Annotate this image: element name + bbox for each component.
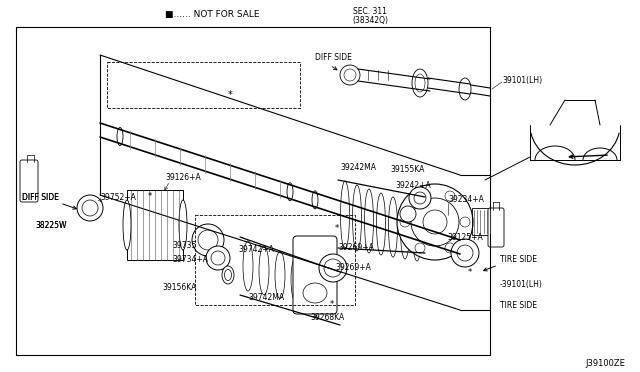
Text: 39269+A: 39269+A xyxy=(338,244,374,253)
Ellipse shape xyxy=(222,266,234,284)
Text: 39742+A: 39742+A xyxy=(238,246,274,254)
Text: DIFF SIDE: DIFF SIDE xyxy=(22,193,59,202)
Ellipse shape xyxy=(365,189,374,253)
Circle shape xyxy=(409,187,431,209)
FancyBboxPatch shape xyxy=(293,236,337,314)
Ellipse shape xyxy=(340,181,349,249)
Text: TIRE SIDE: TIRE SIDE xyxy=(500,256,537,264)
Text: 39126+A: 39126+A xyxy=(165,173,201,183)
Circle shape xyxy=(400,206,416,222)
FancyBboxPatch shape xyxy=(488,208,504,247)
Ellipse shape xyxy=(412,69,428,97)
Ellipse shape xyxy=(225,269,232,280)
Ellipse shape xyxy=(259,246,269,295)
Text: SEC. 311: SEC. 311 xyxy=(353,6,387,16)
Text: 38225W: 38225W xyxy=(35,221,67,230)
Circle shape xyxy=(192,224,224,256)
Text: 39752+A: 39752+A xyxy=(100,192,136,202)
Ellipse shape xyxy=(376,193,385,255)
Text: TIRE SIDE: TIRE SIDE xyxy=(500,301,537,310)
Circle shape xyxy=(344,69,356,81)
Circle shape xyxy=(415,191,425,201)
Text: *: * xyxy=(148,192,152,201)
Text: 39268KA: 39268KA xyxy=(310,314,344,323)
Ellipse shape xyxy=(307,262,317,306)
Circle shape xyxy=(445,191,455,201)
Ellipse shape xyxy=(123,200,131,250)
Ellipse shape xyxy=(287,183,293,201)
Circle shape xyxy=(460,217,470,227)
Ellipse shape xyxy=(275,251,285,298)
Circle shape xyxy=(415,243,425,253)
Text: 39735: 39735 xyxy=(172,241,196,250)
Circle shape xyxy=(400,217,410,227)
Circle shape xyxy=(198,230,218,250)
Circle shape xyxy=(324,259,342,277)
Ellipse shape xyxy=(179,200,187,250)
Circle shape xyxy=(414,192,426,204)
Ellipse shape xyxy=(415,74,425,92)
Text: -39101(LH): -39101(LH) xyxy=(500,280,543,289)
Circle shape xyxy=(445,243,455,253)
Ellipse shape xyxy=(291,257,301,302)
FancyBboxPatch shape xyxy=(20,160,38,202)
Text: ■...... NOT FOR SALE: ■...... NOT FOR SALE xyxy=(165,10,259,19)
Ellipse shape xyxy=(243,241,253,291)
Ellipse shape xyxy=(323,267,333,310)
Text: 39242+A: 39242+A xyxy=(395,180,431,189)
Circle shape xyxy=(423,210,447,234)
Ellipse shape xyxy=(312,191,318,209)
Text: (38342Q): (38342Q) xyxy=(352,16,388,26)
Ellipse shape xyxy=(303,283,327,303)
Circle shape xyxy=(411,198,459,246)
Text: 38225W: 38225W xyxy=(35,221,67,230)
Circle shape xyxy=(77,195,103,221)
Text: 39242MA: 39242MA xyxy=(340,164,376,173)
Text: *: * xyxy=(335,224,339,232)
Text: 39101(LH): 39101(LH) xyxy=(502,76,542,84)
Circle shape xyxy=(451,239,479,267)
Circle shape xyxy=(457,245,473,261)
Text: 39269+A: 39269+A xyxy=(335,263,371,273)
Text: 39125+A: 39125+A xyxy=(447,234,483,243)
Text: *: * xyxy=(228,90,232,100)
Text: 39742MA: 39742MA xyxy=(248,292,284,301)
Text: J39100ZE: J39100ZE xyxy=(585,359,625,368)
Text: DIFF SIDE: DIFF SIDE xyxy=(22,193,59,202)
Ellipse shape xyxy=(413,205,422,261)
Text: 39734+A: 39734+A xyxy=(172,254,208,263)
Text: 39156KA: 39156KA xyxy=(162,282,196,292)
Circle shape xyxy=(206,246,230,270)
Text: *: * xyxy=(330,301,334,310)
FancyBboxPatch shape xyxy=(127,190,183,260)
Ellipse shape xyxy=(401,201,410,259)
Ellipse shape xyxy=(353,185,362,251)
Circle shape xyxy=(82,200,98,216)
Ellipse shape xyxy=(388,197,397,257)
Circle shape xyxy=(211,251,225,265)
Circle shape xyxy=(397,184,473,260)
Circle shape xyxy=(340,65,360,85)
Text: 39155KA: 39155KA xyxy=(390,166,424,174)
Ellipse shape xyxy=(459,78,471,100)
Text: *: * xyxy=(468,267,472,276)
Text: 39234+A: 39234+A xyxy=(448,196,484,205)
Circle shape xyxy=(319,254,347,282)
Text: DIFF SIDE: DIFF SIDE xyxy=(315,54,352,62)
Ellipse shape xyxy=(117,128,123,145)
